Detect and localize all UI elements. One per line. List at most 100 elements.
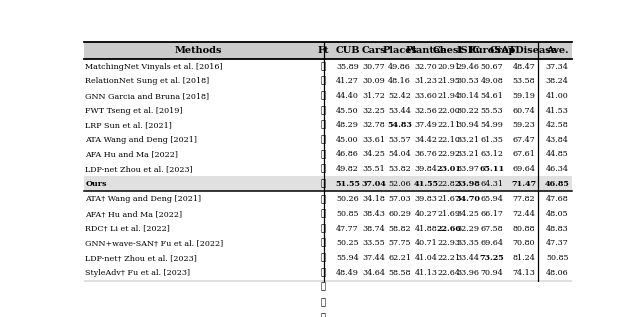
Text: 48.05: 48.05 (546, 210, 568, 218)
Text: 22.48: 22.48 (437, 283, 460, 291)
Text: 57.75: 57.75 (388, 239, 411, 247)
Text: 22.82: 22.82 (437, 180, 460, 188)
Text: ✗: ✗ (321, 254, 326, 262)
Text: 48.06: 48.06 (546, 268, 568, 277)
Text: 41.13: 41.13 (415, 268, 438, 277)
Text: 44.85: 44.85 (546, 151, 568, 158)
Text: 60.29: 60.29 (388, 210, 411, 218)
Text: 54.61: 54.61 (481, 92, 504, 100)
Text: 54.83: 54.83 (387, 121, 412, 129)
Text: 32.78: 32.78 (362, 121, 385, 129)
Text: 50.57: 50.57 (388, 299, 411, 307)
Text: 40.75: 40.75 (415, 314, 437, 317)
Text: 31.72: 31.72 (362, 92, 385, 100)
Text: 67.47: 67.47 (513, 136, 535, 144)
Text: 31.23: 31.23 (415, 77, 438, 85)
Text: 38.24: 38.24 (546, 77, 568, 85)
Text: 22.92: 22.92 (437, 151, 460, 158)
Text: 37.49: 37.49 (415, 121, 437, 129)
Text: ✓: ✓ (321, 298, 326, 307)
Text: 38.07: 38.07 (362, 314, 385, 317)
Text: 30.14: 30.14 (457, 92, 479, 100)
Text: LRP Sun et al. [2021]: LRP Sun et al. [2021] (86, 121, 172, 129)
Text: 65.94: 65.94 (481, 195, 504, 204)
Text: 30.09: 30.09 (362, 77, 385, 85)
Text: 67.58: 67.58 (481, 225, 503, 233)
Text: 70.94: 70.94 (481, 268, 503, 277)
Text: 55.94: 55.94 (336, 254, 359, 262)
Text: 37.04: 37.04 (361, 180, 386, 188)
Text: AFA Hu and Ma [2022]: AFA Hu and Ma [2022] (86, 151, 179, 158)
Text: 53.44: 53.44 (388, 107, 411, 114)
Text: 46.86: 46.86 (336, 151, 359, 158)
Text: 21.94: 21.94 (437, 92, 460, 100)
Text: 30.94: 30.94 (457, 121, 479, 129)
Text: 33.61: 33.61 (362, 136, 385, 144)
Text: 45.00: 45.00 (336, 136, 359, 144)
Text: 44.06: 44.06 (413, 283, 438, 291)
Text: GNN+wave-SAN† Fu et al. [2022]: GNN+wave-SAN† Fu et al. [2022] (86, 239, 224, 247)
Text: 22.10: 22.10 (437, 136, 460, 144)
Text: Ours: Ours (86, 180, 107, 188)
Text: 48.83: 48.83 (546, 225, 568, 233)
Text: 33.21: 33.21 (456, 151, 479, 158)
Text: 22.21: 22.21 (437, 254, 460, 262)
Text: Plantae: Plantae (405, 46, 447, 55)
Text: CropDisease: CropDisease (490, 46, 558, 55)
Text: LDP-net† Zhou et al. [2023]: LDP-net† Zhou et al. [2023] (86, 254, 197, 262)
Text: ATA*† Wang and Deng [2021]: ATA*† Wang and Deng [2021] (86, 314, 205, 317)
Text: 41.04: 41.04 (415, 254, 437, 262)
Text: 54.04: 54.04 (388, 151, 411, 158)
Text: 22.11: 22.11 (437, 121, 460, 129)
Text: ✗: ✗ (321, 165, 326, 174)
Text: 33.44: 33.44 (456, 254, 479, 262)
Text: 21.69: 21.69 (437, 210, 460, 218)
Text: 22.13: 22.13 (437, 299, 460, 307)
Text: 71.47: 71.47 (511, 180, 536, 188)
Text: 21.67: 21.67 (437, 195, 460, 204)
Text: 34.64: 34.64 (362, 268, 385, 277)
Text: 80.88: 80.88 (513, 225, 535, 233)
Text: 33.98: 33.98 (456, 180, 481, 188)
Text: 33.97: 33.97 (457, 165, 479, 173)
Text: 61.35: 61.35 (481, 136, 504, 144)
Text: MatchingNet Vinyals et al. [2016]: MatchingNet Vinyals et al. [2016] (86, 62, 223, 71)
Text: 60.74: 60.74 (513, 107, 535, 114)
Text: 58.58: 58.58 (388, 268, 411, 277)
Text: 34.28: 34.28 (457, 283, 479, 291)
Text: FWT Tseng et al. [2019]: FWT Tseng et al. [2019] (86, 107, 183, 114)
Text: 29.46: 29.46 (456, 62, 479, 71)
Text: 50.67: 50.67 (481, 62, 503, 71)
Text: 32.70: 32.70 (415, 62, 437, 71)
Text: 33.96: 33.96 (456, 268, 479, 277)
Text: 34.60: 34.60 (457, 299, 479, 307)
Text: RelationNet Sung et al. [2018]: RelationNet Sung et al. [2018] (86, 77, 210, 85)
Text: ✗: ✗ (321, 135, 326, 144)
Text: 34.70: 34.70 (456, 195, 481, 204)
Text: 35.55: 35.55 (457, 314, 479, 317)
Text: 66.17: 66.17 (481, 210, 504, 218)
Text: 39.84: 39.84 (415, 165, 437, 173)
Text: 82.47: 82.47 (513, 314, 535, 317)
Text: 50.26: 50.26 (336, 195, 359, 204)
Text: 41.88: 41.88 (415, 225, 437, 233)
Text: 34.42: 34.42 (415, 136, 438, 144)
Text: 65.11: 65.11 (479, 165, 504, 173)
Text: 47.37: 47.37 (546, 239, 568, 247)
Text: 69.64: 69.64 (513, 165, 536, 173)
Text: 32.29: 32.29 (456, 225, 479, 233)
Text: 22.00: 22.00 (437, 107, 460, 114)
Text: Methods: Methods (174, 46, 222, 55)
Text: ✗: ✗ (321, 106, 326, 115)
Text: 22.64: 22.64 (437, 268, 460, 277)
Text: 38.43: 38.43 (362, 210, 385, 218)
Text: ✗: ✗ (321, 283, 326, 292)
Text: 41.53: 41.53 (546, 107, 568, 114)
Text: ✗: ✗ (321, 268, 326, 277)
Text: 43.53: 43.53 (336, 299, 359, 307)
Text: ✗: ✗ (321, 210, 326, 218)
Text: 69.64: 69.64 (481, 239, 504, 247)
Text: Ours†: Ours† (86, 283, 111, 291)
Text: 22.93: 22.93 (437, 239, 460, 247)
Text: 47.77: 47.77 (336, 225, 359, 233)
